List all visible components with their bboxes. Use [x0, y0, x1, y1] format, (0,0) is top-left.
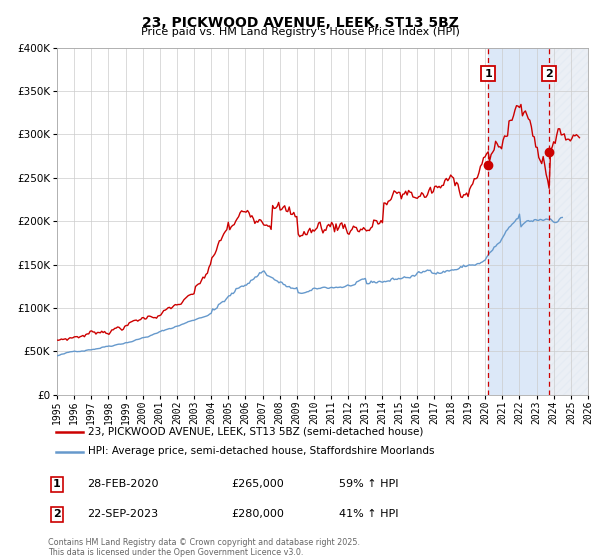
Text: 59% ↑ HPI: 59% ↑ HPI [339, 479, 398, 489]
Bar [488, 48, 549, 395]
Text: 2: 2 [53, 509, 61, 519]
Text: 1: 1 [484, 69, 492, 78]
Text: 1: 1 [53, 479, 61, 489]
Text: £280,000: £280,000 [231, 509, 284, 519]
Text: £265,000: £265,000 [231, 479, 284, 489]
Bar [549, 48, 588, 395]
Text: HPI: Average price, semi-detached house, Staffordshire Moorlands: HPI: Average price, semi-detached house,… [88, 446, 435, 456]
Text: 23, PICKWOOD AVENUE, LEEK, ST13 5BZ (semi-detached house): 23, PICKWOOD AVENUE, LEEK, ST13 5BZ (sem… [88, 427, 424, 437]
Text: 28-FEB-2020: 28-FEB-2020 [87, 479, 158, 489]
Text: 41% ↑ HPI: 41% ↑ HPI [339, 509, 398, 519]
Text: Contains HM Land Registry data © Crown copyright and database right 2025.
This d: Contains HM Land Registry data © Crown c… [48, 538, 360, 557]
Text: 23, PICKWOOD AVENUE, LEEK, ST13 5BZ: 23, PICKWOOD AVENUE, LEEK, ST13 5BZ [142, 16, 458, 30]
Text: Price paid vs. HM Land Registry's House Price Index (HPI): Price paid vs. HM Land Registry's House … [140, 27, 460, 37]
Text: 2: 2 [545, 69, 553, 78]
Bar [549, 48, 588, 395]
Text: 22-SEP-2023: 22-SEP-2023 [87, 509, 158, 519]
